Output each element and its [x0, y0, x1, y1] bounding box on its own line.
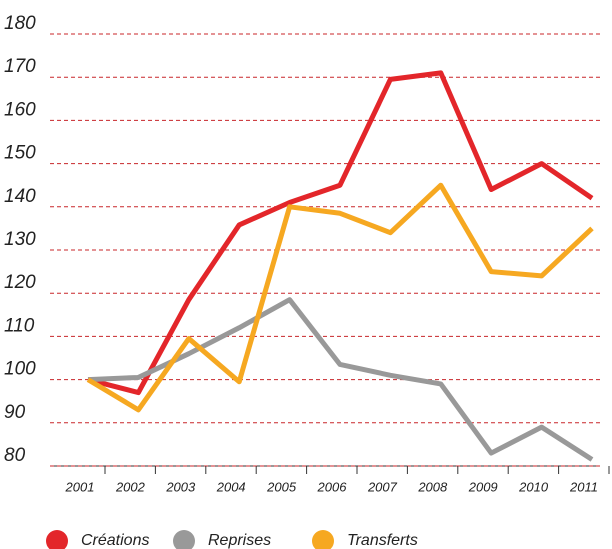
y-tick-label: 130 — [4, 229, 36, 250]
y-tick-label: 150 — [4, 143, 36, 164]
legend-label: Reprises — [208, 532, 271, 549]
x-tick-label: 2004 — [216, 479, 246, 494]
line-0 — [87, 70, 594, 396]
y-tick-label: 170 — [4, 56, 36, 77]
legend-swatch — [173, 530, 195, 549]
x-tick-label: 2001 — [65, 479, 95, 494]
legend-swatch — [46, 530, 68, 549]
y-tick-label: 80 — [4, 445, 26, 466]
x-tick-label: 2008 — [417, 479, 448, 494]
y-tick-label: 100 — [4, 359, 36, 380]
x-tick-label: 2011 — [569, 479, 598, 494]
x-tick-label: 2007 — [367, 479, 398, 494]
y-tick-label: 120 — [4, 272, 36, 293]
y-tick-label: 110 — [4, 315, 35, 336]
x-tick-label: 2006 — [317, 479, 348, 494]
x-tick-label: 2002 — [115, 479, 146, 494]
x-tick-label: 2005 — [266, 479, 297, 494]
legend-label: Transferts — [347, 532, 418, 549]
y-tick-label: 140 — [4, 186, 36, 207]
x-tick-label: 2010 — [518, 479, 549, 494]
y-tick-label: 160 — [4, 99, 36, 120]
legend-swatch — [312, 530, 334, 549]
y-tick-label: 180 — [4, 13, 36, 34]
x-tick-label: 2003 — [165, 479, 196, 494]
x-tick-label: 2009 — [468, 479, 498, 494]
legend-label: Créations — [81, 532, 149, 549]
y-tick-label: 90 — [4, 402, 26, 423]
line-2 — [86, 182, 594, 413]
